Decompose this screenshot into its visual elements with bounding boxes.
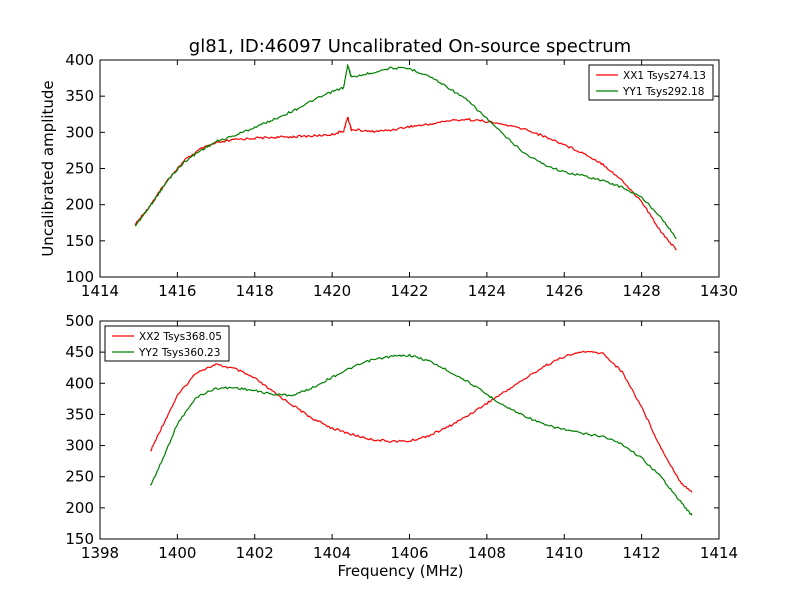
- series-line-1-2: [134, 64, 677, 240]
- x-tick-label: 1424: [468, 282, 506, 300]
- series-line-2-2: [149, 353, 693, 516]
- x-tick-label: 1406: [390, 544, 428, 562]
- y-tick-label: 100: [65, 268, 94, 286]
- y-tick-label: 300: [65, 437, 94, 455]
- x-tick-label: 1428: [623, 282, 661, 300]
- legend: XX2 Tsys368.05 YY2 Tsys360.23: [104, 325, 230, 362]
- y-tick-label: 300: [65, 123, 94, 141]
- y-axis-label: Uncalibrated amplitude: [39, 80, 57, 256]
- chart-title: gl81, ID:46097 Uncalibrated On-source sp…: [189, 36, 631, 57]
- y-tick-label: 250: [65, 160, 94, 178]
- legend-box: [104, 325, 230, 362]
- x-tick-label: 1412: [623, 544, 661, 562]
- x-tick-label: 1404: [313, 544, 351, 562]
- y-tick-label: 450: [65, 343, 94, 361]
- y-tick-label: 200: [65, 196, 94, 214]
- y-tick-label: 500: [65, 312, 94, 330]
- x-tick-label: 1400: [158, 544, 196, 562]
- series-line-2-1: [150, 350, 693, 493]
- x-tick-label: 1398: [81, 544, 119, 562]
- x-tick-label: 1402: [236, 544, 274, 562]
- y-tick-label: 150: [65, 232, 94, 250]
- legend-entry: XX2 Tsys368.05: [139, 331, 222, 343]
- x-tick-label: 1414: [81, 282, 119, 300]
- y-tick-label: 350: [65, 87, 94, 105]
- legend: XX1 Tsys274.13 YY1 Tsys292.18: [588, 64, 714, 101]
- x-tick-label: 1426: [545, 282, 583, 300]
- legend-entry: XX1 Tsys274.13: [623, 70, 706, 82]
- x-tick-label: 1416: [158, 282, 196, 300]
- plot-1: 1414 1416 1418 1420 1422 1424 1426 1428 1430 100 1…: [39, 51, 738, 300]
- x-tick-label: 1422: [390, 282, 428, 300]
- x-axis-label: Frequency (MHz): [337, 562, 463, 580]
- legend-box: [588, 64, 714, 101]
- legend-entry: YY1 Tsys292.18: [622, 86, 704, 98]
- plot-2: 1398 1400 1402 1404 1406 1408 1410 1412 1414 150 2…: [65, 312, 738, 580]
- legend-entry: YY2 Tsys360.23: [138, 347, 220, 359]
- y-tick-label: 200: [65, 499, 94, 517]
- x-tick-label: 1414: [700, 544, 738, 562]
- x-tick-label: 1420: [313, 282, 351, 300]
- y-tick-label: 400: [65, 374, 94, 392]
- y-tick-label: 350: [65, 405, 94, 423]
- y-tick-label: 250: [65, 468, 94, 486]
- x-tick-label: 1410: [545, 544, 583, 562]
- x-tick-label: 1418: [236, 282, 274, 300]
- y-tick-label: 400: [65, 51, 94, 69]
- x-tick-label: 1430: [700, 282, 738, 300]
- plots-container: 1414 1416 1418 1420 1422 1424 1426 1428 14301001…: [39, 51, 738, 580]
- x-tick-label: 1408: [468, 544, 506, 562]
- y-tick-label: 150: [65, 530, 94, 548]
